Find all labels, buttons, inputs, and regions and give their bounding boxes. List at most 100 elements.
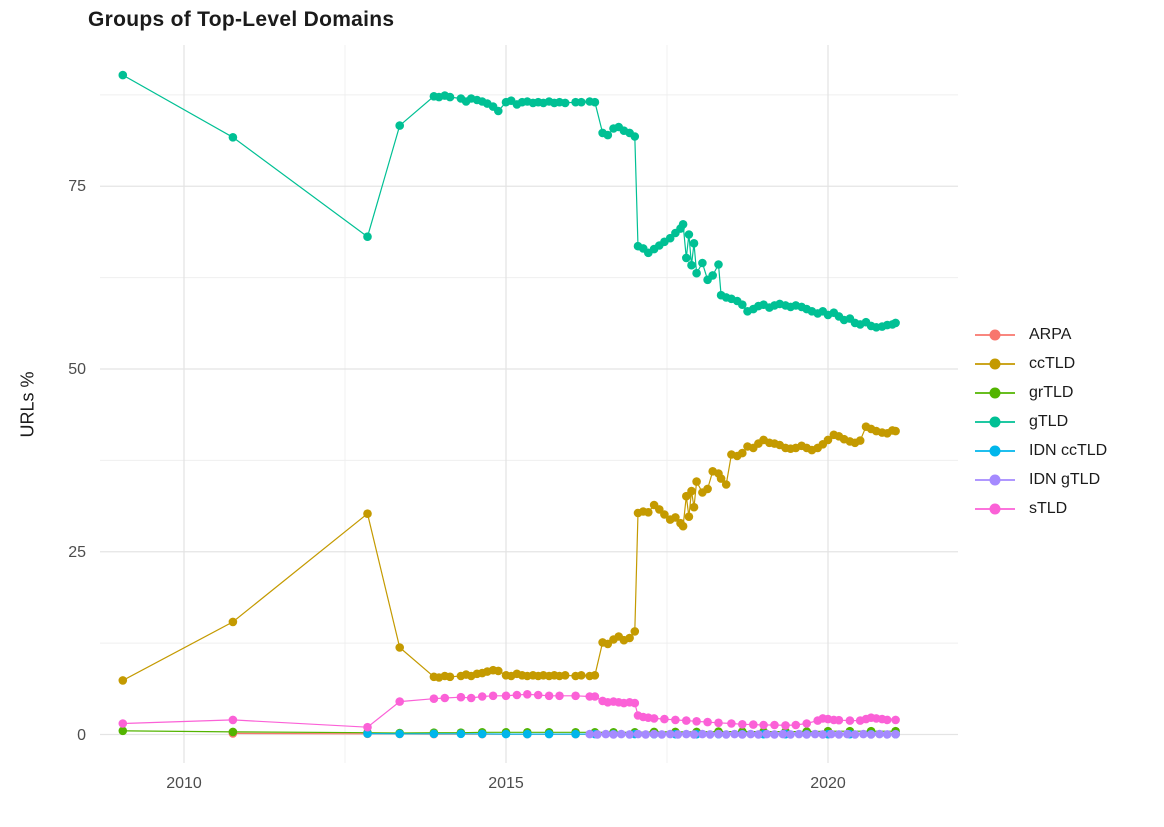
data-point [698,258,707,268]
legend-item-grtld: grTLD [974,378,1107,407]
data-point [456,692,466,702]
data-point [649,729,659,739]
data-point [477,692,487,701]
data-point [571,691,580,701]
legend-label: IDN gTLD [1029,470,1101,488]
data-point [802,730,811,739]
data-point [687,260,696,270]
data-point [673,730,683,739]
data-point [791,720,801,730]
data-point [762,729,772,739]
data-point [477,729,487,739]
data-point [678,521,688,531]
data-point [786,730,795,739]
legend-label: ARPA [1029,325,1072,343]
data-point [692,477,701,486]
data-point [363,722,372,732]
data-point [781,721,790,730]
data-point [577,97,586,107]
data-point [794,729,804,739]
x-tick-label: 2015 [488,775,524,792]
series-cctld [118,422,900,685]
legend-key-icon [975,445,1015,456]
data-point [684,230,694,239]
data-point [834,730,844,739]
data-point [708,271,717,280]
data-point [714,260,723,269]
data-point [601,729,611,739]
data-point [823,435,833,445]
data-point [682,253,691,263]
data-point [665,729,675,739]
data-point [544,691,554,701]
data-point [644,508,653,517]
data-point [660,714,669,724]
legend-item-gtld: gTLD [974,407,1107,436]
data-point [466,693,476,703]
data-point [689,239,699,248]
data-point [738,720,747,729]
data-point [770,720,779,730]
data-point [118,726,128,736]
data-point [118,70,128,80]
data-point [843,729,852,739]
data-point [118,719,128,728]
y-tick-label: 50 [68,361,86,378]
data-point [630,698,640,708]
data-point [834,715,844,725]
data-point [770,730,779,739]
data-point [689,730,699,739]
data-point [494,666,503,676]
legend-label: sTLD [1029,499,1068,517]
data-point [778,729,788,739]
data-point [625,730,634,739]
data-point [228,133,238,142]
legend-key-icon [975,329,1015,340]
gridlines-minor [100,45,958,763]
data-point [445,92,455,102]
data-point [445,672,455,682]
data-point [866,730,876,739]
data-point [882,715,892,725]
legend: ARPA ccTLD grTLD gTLD IDN ccTLD IDN gTLD sTLD [974,320,1107,523]
data-point [810,729,820,739]
data-point [577,671,586,680]
data-point [875,729,884,739]
data-point [523,690,532,699]
data-point [512,690,522,700]
data-point [649,714,659,723]
data-point [429,729,439,739]
legend-key-icon [975,474,1015,485]
legend-item-idn-cctld: IDN ccTLD [974,436,1107,465]
gridlines-major [100,45,958,763]
data-point [859,729,868,739]
data-point [738,300,747,310]
data-point [687,486,696,496]
legend-key-icon [975,358,1015,369]
x-tick-label: 2020 [810,775,846,792]
data-point [603,130,613,140]
legend-item-stld: sTLD [974,494,1107,523]
data-point [395,729,405,739]
series-gtld [118,70,900,332]
legend-label: gTLD [1029,412,1069,430]
legend-label: ccTLD [1029,354,1076,372]
data-point [488,691,498,701]
data-point [617,729,626,739]
data-point [749,720,758,729]
data-point [228,715,238,725]
data-point [705,730,715,739]
legend-item-idn-gtld: IDN gTLD [974,465,1107,494]
data-point [738,448,747,458]
data-point [501,691,511,701]
data-point [633,729,643,739]
data-point [698,729,707,739]
y-tick-label: 75 [68,178,86,196]
data-point [456,729,466,739]
data-point [850,730,860,739]
legend-label: IDN ccTLD [1029,441,1108,459]
data-point [363,232,372,241]
data-point [855,436,865,445]
